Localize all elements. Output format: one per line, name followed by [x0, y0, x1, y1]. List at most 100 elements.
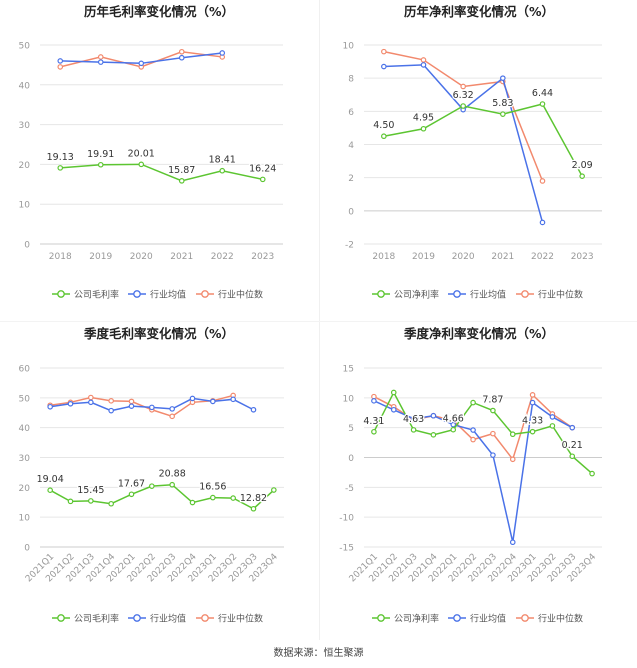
x-tick-label: 2023: [251, 252, 274, 262]
y-tick-label: 60: [19, 365, 31, 375]
company-data-point: [178, 178, 185, 184]
chart-title: 历年毛利率变化情况（%）: [84, 4, 234, 19]
legend-label: 行业中位数: [218, 289, 263, 301]
y-tick-label: 4: [348, 141, 354, 151]
chart-panel-quarterly-gross: 季度毛利率变化情况（%） 0 10 20 30 40 50 60 2021Q1 2021Q2 202…: [0, 322, 318, 642]
x-tick-label: 2018: [49, 252, 72, 262]
median-data-point: [108, 398, 114, 404]
company-data-point: [259, 176, 266, 183]
mean-data-point: [371, 398, 377, 404]
chart-annual-gross: 历年毛利率变化情况（%） 0 10 20 30 40 50 2018 2019 2020 2021 2…: [19, 4, 283, 301]
chart-panel-annual-gross: 历年毛利率变化情况（%） 0 10 20 30 40 50 2018 2019 2020 2021 2…: [0, 0, 318, 320]
company-data-point: [460, 103, 466, 109]
mean-data-point: [88, 399, 94, 406]
median-data-point: [460, 83, 466, 90]
company-data-point: [539, 101, 546, 107]
chart-panel-quarterly-net: 季度净利率变化情况（%） -15 -10 -5 0 5 10 15 2021Q1 2021Q2 20…: [320, 322, 637, 642]
y-tick-label: 50: [19, 42, 31, 52]
chart-title: 历年净利率变化情况（%）: [404, 4, 554, 19]
mean-data-point: [549, 414, 556, 420]
median-data-point: [88, 394, 94, 401]
y-tick-label: 15: [343, 365, 354, 375]
company-data-point: [589, 470, 595, 477]
y-tick-label: 30: [19, 121, 31, 131]
x-tick-label: 2019: [412, 252, 435, 262]
median-data-point: [420, 57, 427, 63]
legend-label: 公司毛利率: [74, 289, 119, 301]
mean-data-point: [500, 75, 506, 81]
mean-data-point: [529, 399, 536, 406]
company-data-point: [108, 500, 114, 507]
y-tick-label: 40: [19, 81, 31, 91]
y-tick-label: 20: [19, 484, 31, 494]
x-tick-label: 2021: [491, 252, 514, 262]
company-data-point: [128, 491, 135, 498]
mean-data-point: [57, 58, 64, 64]
mean-data-point: [210, 398, 216, 405]
company-series-line: [383, 103, 583, 177]
legend-marker: [377, 614, 385, 622]
x-tick-label: 2021: [170, 252, 193, 262]
x-tick-label: 2020: [130, 252, 153, 262]
company-data-point: [250, 505, 257, 512]
mean-data-point: [178, 54, 185, 61]
mean-data-point: [149, 404, 155, 411]
x-tick-label: 2018: [372, 252, 395, 262]
mean-data-point: [539, 219, 546, 226]
median-data-point: [509, 456, 516, 463]
data-label: 2.09: [572, 160, 593, 171]
y-tick-label: 10: [343, 394, 355, 404]
mean-data-point: [97, 59, 104, 65]
company-data-point: [410, 427, 417, 433]
y-tick-label: -15: [339, 544, 354, 554]
data-label: 18.41: [209, 155, 236, 166]
y-tick-label: 8: [348, 75, 354, 85]
company-data-point: [138, 161, 145, 168]
legend-marker: [377, 290, 385, 298]
y-tick-label: 10: [19, 514, 31, 524]
chart-quarterly-net: 季度净利率变化情况（%）-15-10-50510152021Q12021Q220…: [339, 326, 602, 625]
company-data-point: [500, 111, 506, 117]
company-data-point: [371, 428, 377, 435]
y-tick-label: -10: [339, 514, 354, 524]
y-tick-label: 6: [348, 108, 354, 118]
data-label: 19.13: [47, 152, 74, 163]
company-series-line: [373, 390, 593, 475]
legend-marker: [57, 614, 65, 622]
legend-marker: [57, 290, 65, 298]
company-data-point: [579, 173, 585, 179]
mean-data-point: [230, 396, 236, 403]
y-tick-label: 20: [19, 161, 31, 171]
company-data-point: [509, 431, 516, 438]
y-tick-label: 50: [19, 394, 31, 404]
chart-title: 季度净利率变化情况（%）: [403, 326, 554, 341]
y-tick-label: 0: [348, 207, 354, 217]
y-tick-label: 2: [348, 174, 354, 184]
legend-label: 行业均值: [150, 289, 186, 301]
mean-data-point: [67, 401, 74, 407]
data-label: 16.24: [249, 163, 276, 174]
data-label: 19.91: [87, 149, 114, 160]
data-label: 15.87: [168, 165, 195, 176]
x-tick-label: 2023: [571, 252, 594, 262]
mean-data-point: [381, 63, 387, 70]
y-tick-label: -2: [345, 241, 354, 251]
median-data-point: [178, 48, 185, 55]
median-data-point: [169, 413, 175, 420]
mean-data-point: [390, 406, 397, 413]
company-data-point: [549, 423, 556, 429]
mean-data-point: [128, 403, 135, 409]
median-data-point: [97, 54, 104, 60]
y-tick-label: 0: [24, 241, 30, 251]
company-data-point: [529, 428, 536, 435]
mean-data-point: [569, 424, 576, 431]
legend-label: 公司毛利率: [74, 613, 119, 625]
company-data-point: [430, 432, 437, 438]
median-data-point: [381, 48, 387, 55]
data-label: 4.95: [413, 113, 434, 124]
mean-data-point: [219, 50, 226, 56]
company-data-point: [88, 498, 94, 504]
mean-data-point: [450, 421, 457, 428]
x-tick-label: 2020: [452, 252, 475, 262]
mean-data-point: [108, 407, 114, 414]
